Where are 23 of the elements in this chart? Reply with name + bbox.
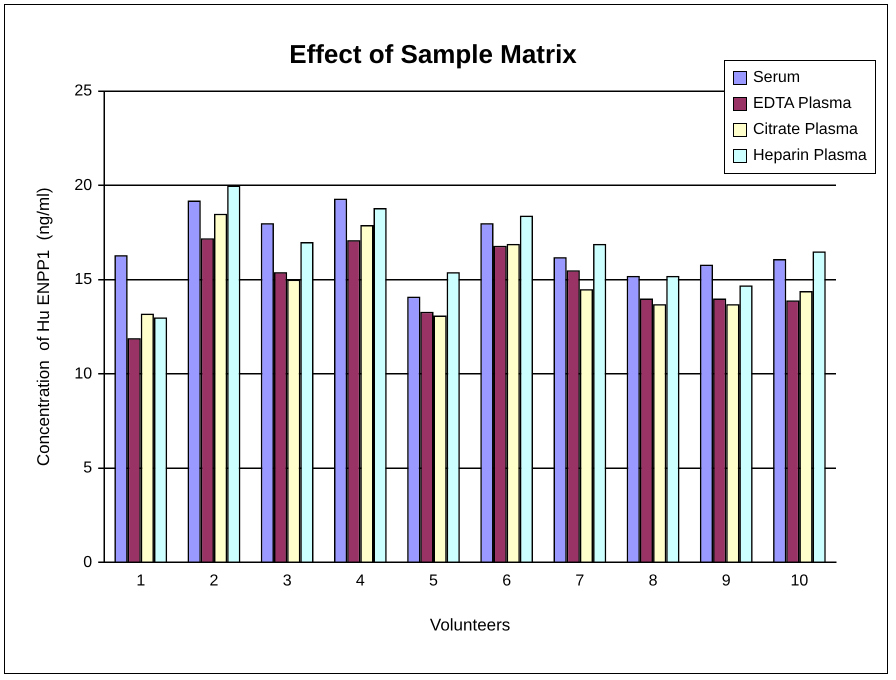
x-tick-label: 1 xyxy=(136,572,146,590)
x-tick-label: 2 xyxy=(210,572,219,590)
x-tick-label: 3 xyxy=(282,572,292,590)
y-tick-label: 25 xyxy=(74,82,92,100)
y-tick-label: 0 xyxy=(83,554,92,571)
y-tick-label: 20 xyxy=(74,176,92,194)
x-tick-label: 9 xyxy=(722,572,731,590)
y-axis-title: Concentration of Hu ENPP1 (ng/ml) xyxy=(34,187,53,466)
x-tick-label: 7 xyxy=(575,572,584,590)
x-tick-label: 10 xyxy=(790,572,808,590)
legend-label: Heparin Plasma xyxy=(753,147,867,165)
y-tick-label: 15 xyxy=(74,271,92,288)
x-tick-label: 4 xyxy=(356,572,365,590)
legend-label: EDTA Plasma xyxy=(753,95,852,113)
x-tick-label: 5 xyxy=(429,572,438,590)
y-tick-label: 5 xyxy=(83,460,92,477)
legend-label: Citrate Plasma xyxy=(753,121,858,139)
x-tick-label: 8 xyxy=(648,572,658,590)
x-axis-title: Volunteers xyxy=(430,615,510,634)
legend-label: Serum xyxy=(753,69,800,87)
y-tick-label: 10 xyxy=(74,365,92,382)
chart-title: Effect of Sample Matrix xyxy=(289,38,578,69)
x-tick-label: 6 xyxy=(502,572,512,590)
